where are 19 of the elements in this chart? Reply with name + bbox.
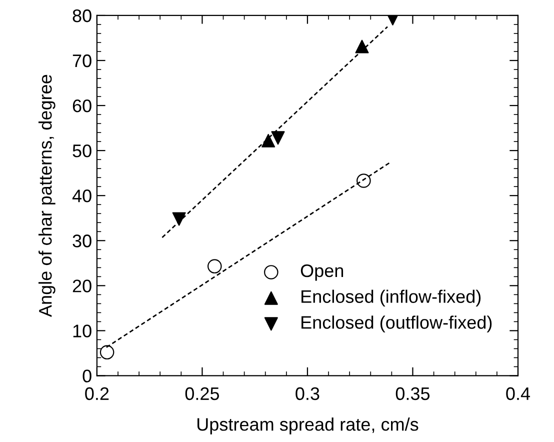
x-tick-label: 0.35 — [396, 387, 430, 400]
y-tick-label: 50 — [72, 144, 92, 158]
x-tick-label: 0.3 — [296, 387, 320, 400]
x-tick-label: 0.25 — [185, 387, 220, 400]
y-tick-label: 40 — [72, 190, 92, 202]
y-tick-label: 0 — [82, 370, 92, 382]
y-tick-label: 30 — [72, 234, 92, 248]
y-tick-label: 10 — [73, 324, 92, 338]
legend-label: Enclosed (inflow-fixed) — [302, 290, 481, 307]
legend-label: Open — [300, 264, 344, 281]
y-tick-label: 70 — [72, 54, 92, 68]
y-axis-title: Angle of char patterns, degree — [38, 74, 56, 317]
x-tick-label: 0.2 — [85, 387, 109, 400]
x-tick-label: 0.4 — [506, 387, 530, 400]
y-tick-label: 80 — [72, 9, 92, 22]
y-tick-label: 20 — [72, 280, 92, 292]
x-axis-title: Upstream spread rate, cm/s — [197, 418, 418, 434]
y-tick-label: 60 — [72, 99, 92, 112]
legend-label: Enclosed (outflow-fixed) — [302, 316, 492, 332]
